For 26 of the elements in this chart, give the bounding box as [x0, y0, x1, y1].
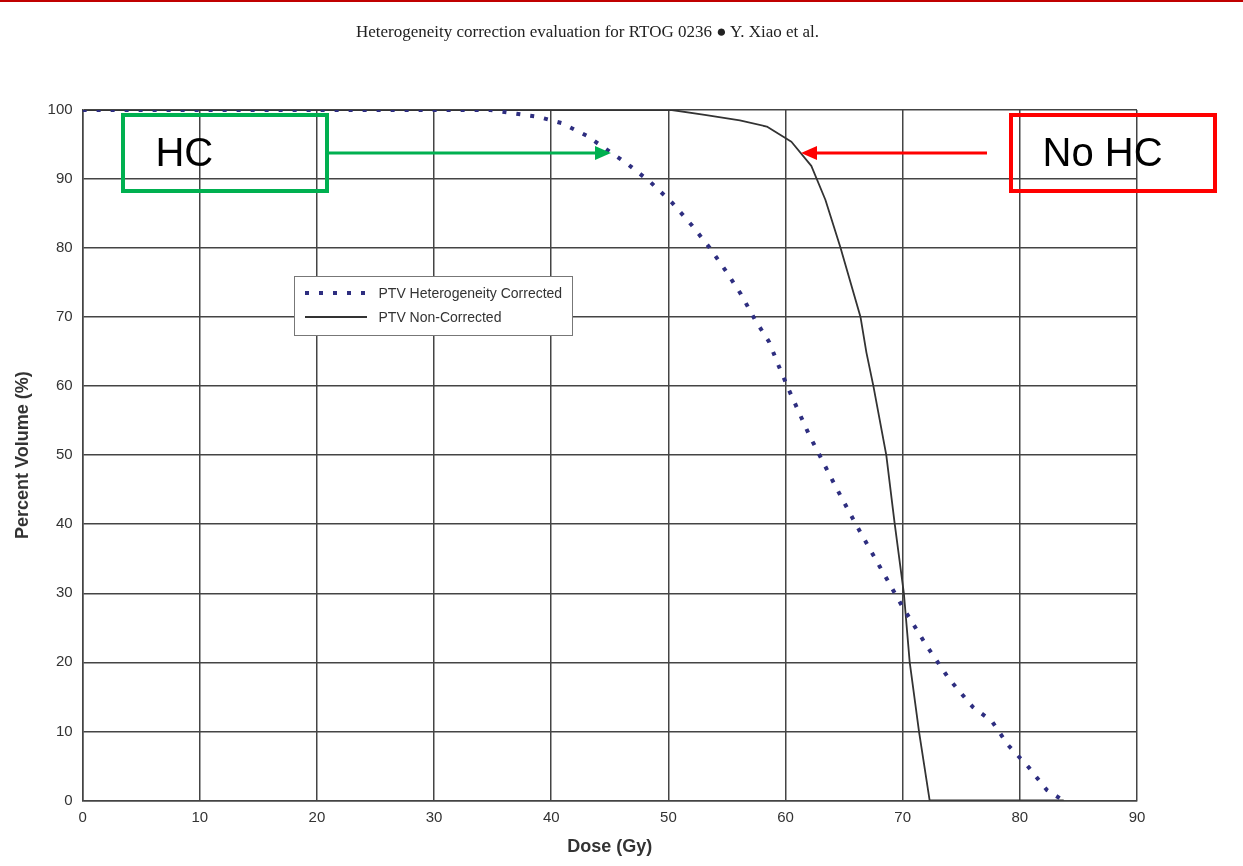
y-tick-label: 90: [55, 169, 73, 187]
x-tick-label: 90: [1128, 807, 1146, 825]
x-axis-title: Dose (Gy): [567, 836, 653, 857]
x-tick-label: 40: [542, 807, 560, 825]
chart-title: Heterogeneity correction evaluation for RTOG 0236 ● Y. Xiao et al.: [354, 22, 821, 42]
y-tick-label: 60: [55, 376, 73, 394]
x-tick-label: 60: [777, 807, 794, 825]
x-tick-label: 20: [308, 807, 326, 825]
y-tick-label: 80: [55, 238, 73, 256]
x-tick-label: 80: [1011, 807, 1029, 825]
x-tick-label: 30: [425, 807, 443, 825]
y-tick-label: 100: [47, 100, 73, 118]
y-tick-label: 20: [55, 652, 73, 670]
y-tick-label: 10: [55, 721, 73, 739]
x-tick-label: 70: [894, 807, 912, 825]
y-axis-title: Percent Volume (%): [11, 371, 32, 540]
y-tick-label: 30: [55, 583, 73, 601]
y-tick-label: 40: [55, 514, 73, 532]
legend-label: PTV Non-Corrected: [378, 308, 502, 325]
legend-label: PTV Heterogeneity Corrected: [378, 284, 563, 301]
y-tick-label: 70: [55, 307, 73, 325]
x-tick-label: 10: [191, 807, 209, 825]
y-tick-label: 0: [64, 790, 73, 808]
y-tick-label: 50: [55, 445, 73, 463]
x-tick-label: 50: [660, 807, 677, 825]
x-tick-label: 0: [78, 807, 87, 825]
